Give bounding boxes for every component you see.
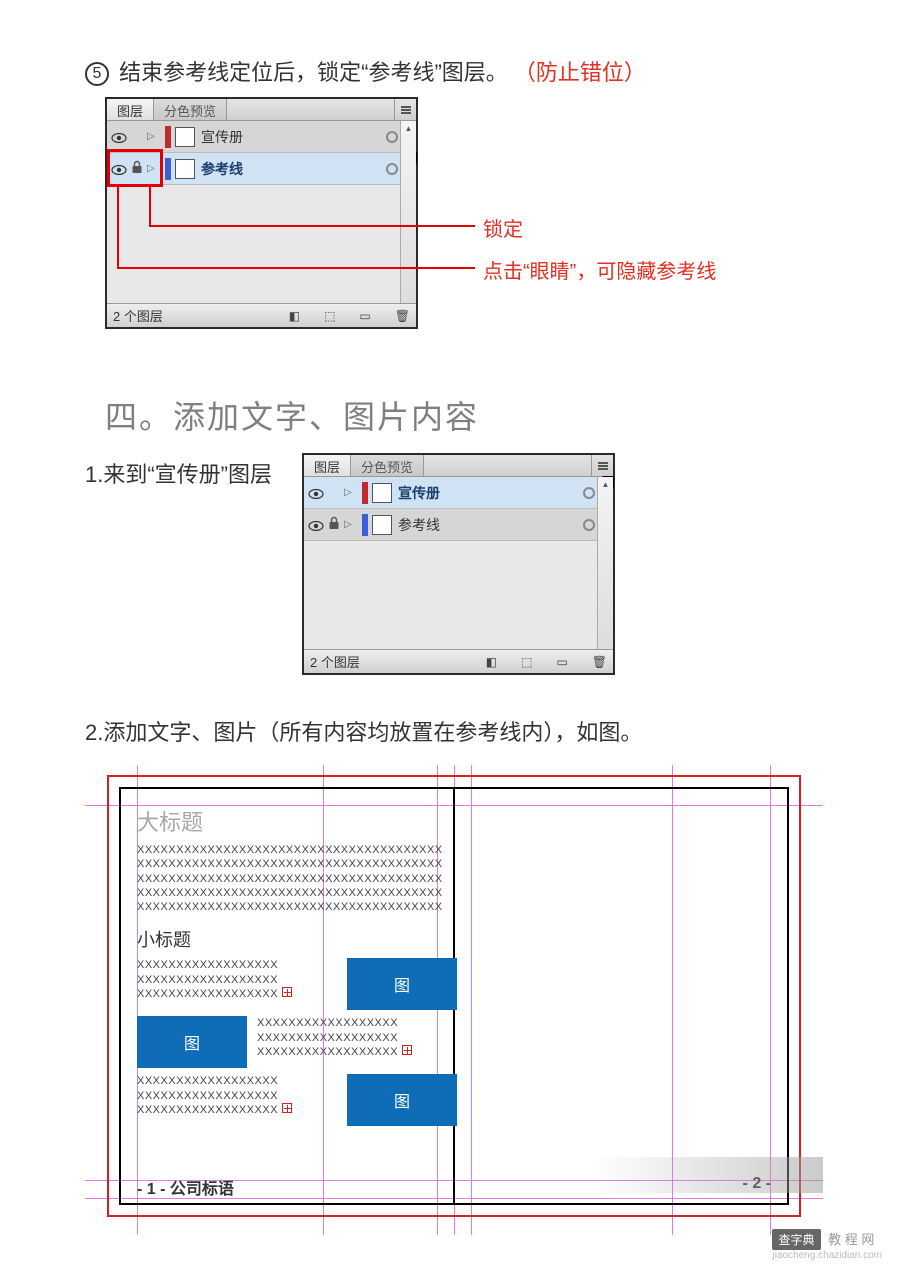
layer-count: 2 个图层 (310, 652, 360, 671)
new-layer-icon[interactable]: ⬚ (521, 655, 532, 669)
target-icon[interactable] (583, 519, 595, 531)
panel-menu-icon[interactable] (394, 99, 416, 120)
body-placeholder: XXXXXXXXXXXXXXXXXXXXXXXXXXXXXXXXXXXXXXX … (137, 843, 457, 914)
target-icon[interactable] (583, 487, 595, 499)
table-row[interactable]: ▷ 宣传册 (107, 121, 416, 153)
overset-icon (282, 1103, 292, 1113)
new-sublayer-icon[interactable]: ◧ (486, 655, 497, 669)
expand-icon[interactable]: ▷ (344, 519, 358, 530)
new-layer2-icon[interactable]: ▭ (556, 655, 567, 669)
eye-icon[interactable] (107, 129, 127, 145)
panel-menu-icon[interactable] (591, 455, 613, 476)
expand-icon[interactable]: ▷ (344, 487, 358, 498)
big-title: 大标题 (137, 805, 457, 837)
step5-text: 结束参考线定位后，锁定“参考线”图层。 (119, 60, 508, 85)
panel1-wrap: 图层 分色预览 ▷ 宣传册 (105, 97, 820, 337)
step5-number: 5 (85, 62, 109, 86)
watermark: 查字典 教 程 网 jiaocheng.chazidian.com (772, 1229, 882, 1261)
eye-icon[interactable] (304, 485, 324, 501)
overset-icon (402, 1045, 412, 1055)
layer-name: 宣传册 (398, 483, 583, 503)
annot-line (117, 267, 475, 269)
layer-colorbar (165, 126, 171, 148)
layer-name: 参考线 (201, 159, 386, 179)
panel2-tabs: 图层 分色预览 (304, 455, 613, 477)
shadow-gradient (593, 1157, 823, 1193)
layer-name: 参考线 (398, 515, 583, 535)
panel-empty (107, 185, 416, 303)
table-row[interactable]: ▷ 宣传册 (304, 477, 613, 509)
layer-colorbar (362, 482, 368, 504)
tab-layers[interactable]: 图层 (304, 455, 351, 476)
layer-swatch (175, 127, 195, 147)
target-icon[interactable] (386, 131, 398, 143)
new-layer2-icon[interactable]: ▭ (359, 309, 370, 323)
image-placeholder: 图 (347, 958, 457, 1010)
spread-mock: 大标题 XXXXXXXXXXXXXXXXXXXXXXXXXXXXXXXXXXXX… (85, 765, 823, 1235)
table-row[interactable]: ▷ 参考线 (107, 153, 416, 185)
tab-separations[interactable]: 分色预览 (351, 455, 424, 476)
step2-text: 2.添加文字、图片（所有内容均放置在参考线内），如图。 (85, 715, 820, 747)
step1-row: 1.来到“宣传册”图层 图层 分色预览 ▷ 宣传册 (85, 453, 820, 675)
layers-panel-2: 图层 分色预览 ▷ 宣传册 (302, 453, 615, 675)
layer-swatch (372, 515, 392, 535)
layer-name: 宣传册 (201, 127, 386, 147)
overset-icon (282, 987, 292, 997)
eye-icon[interactable] (107, 161, 127, 177)
section4-heading: 四。添加文字、图片内容 (105, 392, 820, 438)
layer-swatch (372, 483, 392, 503)
annot-line (117, 187, 119, 269)
annot-eye: 点击“眼睛”，可隐藏参考线 (483, 255, 716, 284)
scroll-up-icon[interactable]: ▲ (401, 121, 416, 135)
table-row[interactable]: ▷ 参考线 (304, 509, 613, 541)
image-placeholder: 图 (347, 1074, 457, 1126)
layer-count: 2 个图层 (113, 306, 163, 325)
step1-text: 1.来到“宣传册”图层 (85, 453, 272, 489)
tab-separations[interactable]: 分色预览 (154, 99, 227, 120)
panel-status: 2 个图层 ◧ ⬚ ▭ 🗑 (304, 649, 613, 673)
annot-line (149, 225, 475, 227)
tab-layers[interactable]: 图层 (107, 99, 154, 120)
annot-line (149, 187, 151, 227)
watermark-label: 教 程 网 (828, 1232, 874, 1247)
new-layer-icon[interactable]: ⬚ (324, 309, 335, 323)
panel-empty (304, 541, 613, 649)
status-icons: ◧ ⬚ ▭ 🗑 (289, 309, 410, 323)
panel1-tabs: 图层 分色预览 (107, 99, 416, 121)
sub-title: 小标题 (137, 926, 457, 952)
layers-panel-1: 图层 分色预览 ▷ 宣传册 (105, 97, 418, 329)
text-col: XXXXXXXXXXXXXXXXXX XXXXXXXXXXXXXXXXXX XX… (137, 1074, 337, 1117)
image-placeholder: 图 (137, 1016, 247, 1068)
watermark-url: jiaocheng.chazidian.com (772, 1250, 882, 1261)
status-icons: ◧ ⬚ ▭ 🗑 (486, 655, 607, 669)
text-col: XXXXXXXXXXXXXXXXXX XXXXXXXXXXXXXXXXXX XX… (137, 958, 337, 1001)
step5-red: （防止错位） (514, 60, 646, 85)
layer-swatch (175, 159, 195, 179)
panel-status: 2 个图层 ◧ ⬚ ▭ 🗑 (107, 303, 416, 327)
text-col: XXXXXXXXXXXXXXXXXX XXXXXXXXXXXXXXXXXX XX… (257, 1016, 457, 1059)
lock-icon[interactable] (324, 516, 344, 533)
expand-icon[interactable]: ▷ (147, 131, 161, 142)
spread-content: 大标题 XXXXXXXXXXXXXXXXXXXXXXXXXXXXXXXXXXXX… (137, 805, 457, 1126)
trash-icon[interactable]: 🗑 (395, 309, 410, 323)
step5-line: 5 结束参考线定位后，锁定“参考线”图层。 （防止错位） (85, 55, 820, 87)
scrollbar[interactable]: ▲ (400, 121, 416, 303)
layer-colorbar (362, 514, 368, 536)
new-sublayer-icon[interactable]: ◧ (289, 309, 300, 323)
expand-icon[interactable]: ▷ (147, 163, 161, 174)
lock-icon[interactable] (127, 160, 147, 177)
scrollbar[interactable]: ▲ (597, 477, 613, 649)
target-icon[interactable] (386, 163, 398, 175)
footer-left: - 1 - 公司标语 (137, 1175, 234, 1199)
watermark-tag: 查字典 (772, 1229, 820, 1250)
layer-colorbar (165, 158, 171, 180)
annot-lock: 锁定 (483, 213, 523, 242)
eye-icon[interactable] (304, 517, 324, 533)
trash-icon[interactable]: 🗑 (592, 655, 607, 669)
